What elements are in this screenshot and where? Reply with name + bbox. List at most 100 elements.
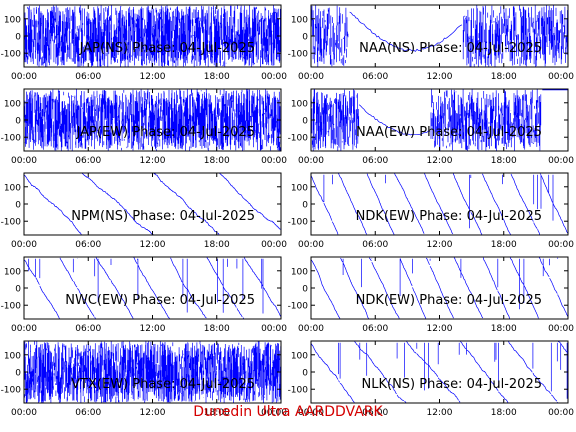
plot-title: JAP(NS) Phase: 04-Jul-2025 [79, 41, 255, 56]
x-tick-label: 18:00 [204, 72, 230, 82]
y-tick-label: 100 [291, 267, 308, 277]
y-tick-label: -100 [1, 218, 22, 228]
x-tick-label: 06:00 [75, 72, 101, 82]
x-tick-label: 00:00 [548, 408, 574, 418]
credit-label: Dunedin Ultra AARDDVARK [193, 404, 383, 420]
y-tick-label: 100 [291, 183, 308, 193]
chart-panel: 100 0 -100 00:00 06:00 12:00 18:00 00:00 JAP(EW)… [1, 88, 287, 166]
phase-trace [23, 341, 282, 403]
x-tick-label: 12:00 [140, 240, 166, 250]
x-tick-label: 00:00 [11, 408, 37, 418]
y-tick-label: -100 [288, 218, 309, 228]
x-tick-label: 06:00 [75, 408, 101, 418]
plot-title: JAP(EW) Phase: 04-Jul-2025 [76, 125, 255, 140]
x-tick-label: 12:00 [427, 408, 453, 418]
chart-panel: 100 0 -100 00:00 06:00 12:00 18:00 00:00 NDK(EW)… [288, 256, 574, 334]
y-tick-label: -100 [1, 302, 22, 312]
x-tick-label: 12:00 [427, 72, 453, 82]
chart-panel: 100 0 -100 00:00 06:00 12:00 18:00 00:00 NPM(NS)… [1, 172, 287, 250]
y-tick-label: 100 [4, 183, 21, 193]
y-tick-label: -100 [1, 50, 22, 60]
x-tick-label: 06:00 [362, 240, 388, 250]
y-tick-label: 0 [15, 369, 21, 379]
x-tick-label: 06:00 [362, 72, 388, 82]
x-tick-label: 00:00 [298, 324, 324, 334]
chart-panel: 100 0 -100 00:00 06:00 12:00 18:00 00:00 NLK(NS)… [288, 340, 574, 418]
x-tick-label: 00:00 [298, 72, 324, 82]
plot-title: NWC(EW) Phase: 04-Jul-2025 [65, 293, 255, 308]
y-tick-label: -100 [288, 386, 309, 396]
x-tick-label: 06:00 [362, 408, 388, 418]
x-tick-label: 00:00 [548, 156, 574, 166]
x-tick-label: 00:00 [261, 240, 287, 250]
phase-trace [311, 340, 569, 403]
y-tick-label: 0 [15, 285, 21, 295]
y-tick-label: 100 [4, 15, 21, 25]
y-tick-label: 100 [4, 99, 21, 109]
plot-title: NLK(NS) Phase: 04-Jul-2025 [362, 377, 543, 392]
y-tick-label: -100 [1, 134, 22, 144]
x-tick-label: 00:00 [298, 240, 324, 250]
plot-frame [310, 340, 569, 404]
plot-title: NDK(EW) Phase: 04-Jul-2025 [356, 209, 542, 224]
x-tick-label: 00:00 [261, 72, 287, 82]
plot-title: NAA(NS) Phase: 04-Jul-2025 [359, 41, 542, 56]
y-tick-label: -100 [288, 50, 309, 60]
y-tick-label: -100 [288, 134, 309, 144]
y-tick-label: 0 [302, 285, 308, 295]
plot-frame [310, 256, 569, 320]
y-tick-label: 100 [291, 351, 308, 361]
plot-frame [310, 172, 569, 236]
x-tick-label: 00:00 [261, 156, 287, 166]
x-tick-label: 12:00 [427, 324, 453, 334]
chart-panel: 100 0 -100 00:00 06:00 12:00 18:00 00:00 NAA(EW)… [288, 88, 574, 166]
x-tick-label: 00:00 [11, 72, 37, 82]
x-tick-label: 18:00 [204, 156, 230, 166]
phase-trace [23, 172, 282, 236]
x-tick-label: 06:00 [75, 156, 101, 166]
y-tick-label: 0 [15, 33, 21, 43]
x-tick-label: 06:00 [362, 324, 388, 334]
y-tick-label: 100 [291, 15, 308, 25]
y-tick-label: 0 [302, 33, 308, 43]
x-tick-label: 06:00 [75, 324, 101, 334]
plot-title: NAA(EW) Phase: 04-Jul-2025 [356, 125, 542, 140]
x-tick-label: 18:00 [491, 156, 517, 166]
x-tick-label: 18:00 [491, 72, 517, 82]
x-tick-label: 00:00 [298, 408, 324, 418]
y-tick-label: -100 [1, 386, 22, 396]
chart-panel: 100 0 -100 00:00 06:00 12:00 18:00 00:00 NWC(EW)… [1, 256, 287, 334]
x-tick-label: 12:00 [140, 324, 166, 334]
phase-trace [23, 89, 282, 151]
chart-panel: 100 0 -100 00:00 06:00 12:00 18:00 00:00 JAP(NS)… [1, 4, 287, 82]
y-tick-label: 0 [15, 117, 21, 127]
x-tick-label: 00:00 [261, 408, 287, 418]
y-tick-label: 0 [15, 201, 21, 211]
phase-trace [310, 5, 568, 67]
x-tick-label: 00:00 [548, 240, 574, 250]
x-tick-label: 00:00 [261, 324, 287, 334]
y-tick-label: 100 [4, 351, 21, 361]
x-tick-label: 18:00 [204, 240, 230, 250]
x-tick-label: 12:00 [140, 72, 166, 82]
x-tick-label: 18:00 [491, 240, 517, 250]
plot-title: NDK(EW) Phase: 04-Jul-2025 [356, 293, 542, 308]
x-tick-label: 00:00 [11, 240, 37, 250]
chart-panel: 100 0 -100 00:00 06:00 12:00 18:00 00:00 NAA(NS)… [288, 4, 574, 82]
plot-frame [23, 172, 282, 236]
x-tick-label: 06:00 [362, 156, 388, 166]
phase-trace [310, 172, 569, 236]
phase-trace [310, 256, 569, 319]
x-tick-label: 12:00 [427, 240, 453, 250]
phase-trace [23, 256, 282, 320]
x-tick-label: 00:00 [548, 72, 574, 82]
y-tick-label: 0 [302, 201, 308, 211]
x-tick-label: 00:00 [548, 324, 574, 334]
x-tick-label: 18:00 [204, 408, 230, 418]
plot-title: VTX(EW) Phase: 04-Jul-2025 [71, 377, 255, 392]
chart-panel: 100 0 -100 00:00 06:00 12:00 18:00 00:00 NDK(EW)… [288, 172, 574, 250]
x-tick-label: 12:00 [140, 408, 166, 418]
chart-panel: 100 0 -100 00:00 06:00 12:00 18:00 00:00 VTX(EW)… [1, 340, 287, 418]
x-tick-label: 18:00 [491, 408, 517, 418]
